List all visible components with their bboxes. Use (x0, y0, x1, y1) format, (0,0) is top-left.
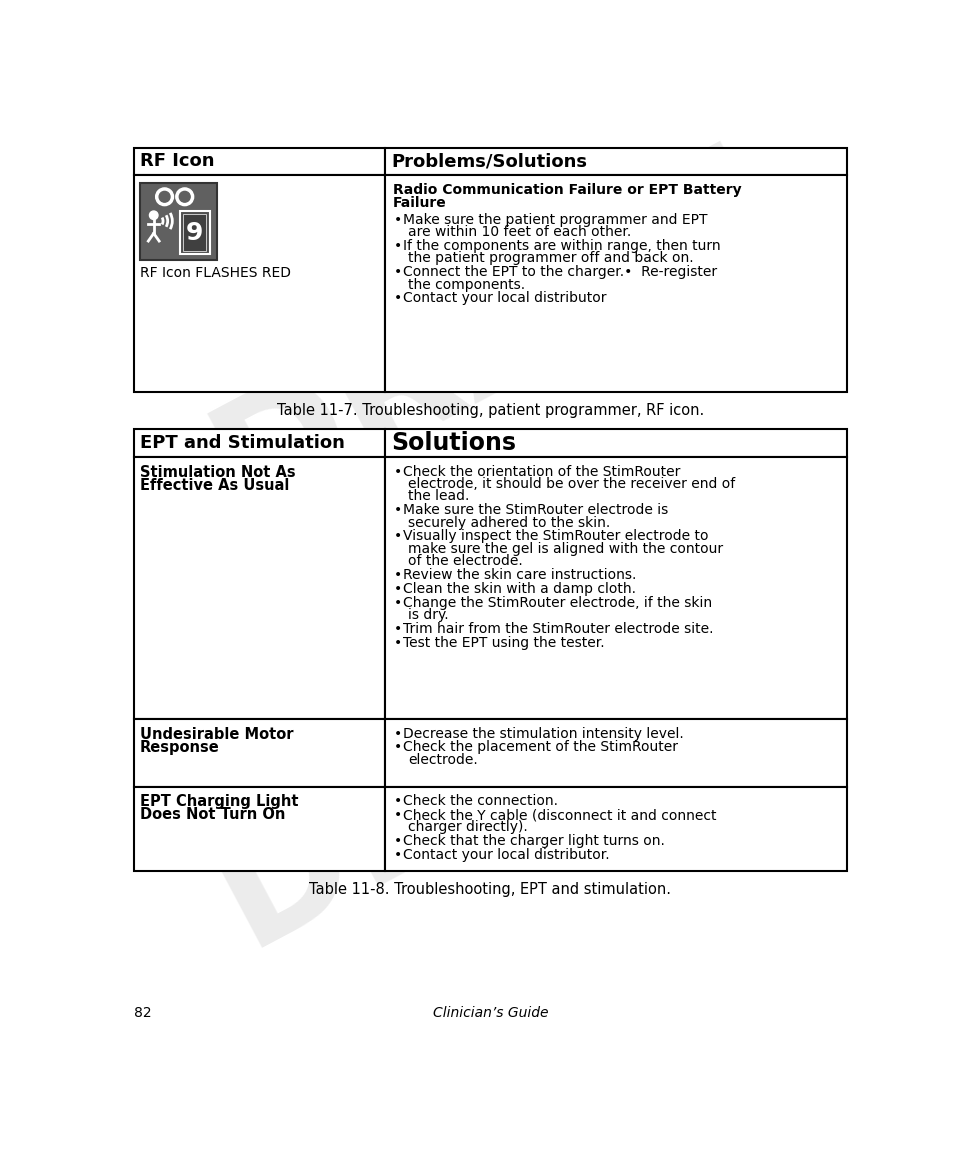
Text: Effective As Usual: Effective As Usual (140, 478, 289, 493)
Text: •: • (394, 239, 402, 253)
Text: Review the skin care instructions.: Review the skin care instructions. (404, 567, 636, 582)
Text: DRAFT: DRAFT (190, 128, 790, 546)
Bar (134, 786, 385, 871)
Text: •: • (394, 503, 402, 517)
Text: •: • (394, 795, 402, 809)
Text: Radio Communication Failure or EPT Battery: Radio Communication Failure or EPT Batte… (392, 183, 742, 197)
Text: •: • (394, 266, 402, 280)
Text: •: • (394, 636, 402, 650)
Text: Does Not Turn On: Does Not Turn On (140, 807, 285, 822)
Text: make sure the gel is aligned with the contour: make sure the gel is aligned with the co… (408, 542, 723, 556)
Text: Contact your local distributor: Contact your local distributor (404, 291, 607, 305)
Text: of the electrode.: of the electrode. (408, 555, 523, 569)
Text: Check the connection.: Check the connection. (404, 795, 559, 809)
Text: Stimulation Not As: Stimulation Not As (140, 465, 296, 480)
Text: •: • (394, 291, 402, 305)
Text: Test the EPT using the tester.: Test the EPT using the tester. (404, 636, 605, 650)
Text: Check the Y cable (disconnect it and connect: Check the Y cable (disconnect it and con… (404, 809, 717, 822)
Text: Clinician’s Guide: Clinician’s Guide (433, 1005, 548, 1019)
Circle shape (159, 191, 170, 203)
Text: EPT and Stimulation: EPT and Stimulation (140, 435, 345, 452)
Text: Check that the charger light turns on.: Check that the charger light turns on. (404, 834, 665, 848)
Bar (385, 175, 847, 393)
Text: Failure: Failure (392, 196, 446, 210)
Bar (183, 214, 207, 250)
Text: Undesirable Motor: Undesirable Motor (140, 727, 293, 742)
Bar (180, 211, 210, 254)
Text: •: • (394, 465, 402, 479)
Bar (134, 457, 385, 719)
Bar (385, 719, 847, 786)
Text: electrode.: electrode. (408, 753, 478, 767)
Text: the lead.: the lead. (408, 489, 470, 503)
Text: •: • (394, 809, 402, 822)
Circle shape (176, 188, 193, 206)
Text: If the components are within range, then turn: If the components are within range, then… (404, 239, 721, 253)
Text: Check the placement of the StimRouter: Check the placement of the StimRouter (404, 741, 679, 755)
Text: •: • (394, 741, 402, 755)
Text: •: • (394, 622, 402, 636)
Text: •: • (394, 727, 402, 741)
Text: •: • (394, 834, 402, 848)
Text: •: • (394, 213, 402, 227)
Text: Table 11-7. Troubleshooting, patient programmer, RF icon.: Table 11-7. Troubleshooting, patient pro… (277, 403, 704, 418)
Text: •: • (394, 529, 402, 543)
Text: are within 10 feet of each other.: are within 10 feet of each other. (408, 225, 632, 239)
Circle shape (156, 188, 173, 206)
Text: DRAFT: DRAFT (190, 559, 790, 976)
Text: •: • (394, 848, 402, 862)
Text: 82: 82 (134, 1005, 151, 1019)
Text: Make sure the patient programmer and EPT: Make sure the patient programmer and EPT (404, 213, 708, 227)
Text: •: • (394, 567, 402, 582)
Text: Make sure the StimRouter electrode is: Make sure the StimRouter electrode is (404, 503, 669, 517)
Text: Decrease the stimulation intensity level.: Decrease the stimulation intensity level… (404, 727, 684, 741)
Text: RF Icon: RF Icon (140, 153, 214, 170)
Text: Visually inspect the StimRouter electrode to: Visually inspect the StimRouter electrod… (404, 529, 709, 543)
Bar (134, 148, 385, 175)
Text: the components.: the components. (408, 277, 525, 291)
Text: charger directly).: charger directly). (408, 820, 528, 834)
Text: Response: Response (140, 740, 219, 755)
Bar (385, 786, 847, 871)
Bar (134, 175, 385, 393)
Bar (385, 148, 847, 175)
Circle shape (149, 211, 158, 219)
Text: securely adhered to the skin.: securely adhered to the skin. (408, 516, 611, 530)
Text: Solutions: Solutions (391, 431, 516, 456)
Text: •: • (394, 581, 402, 595)
Bar (385, 430, 847, 457)
Text: Change the StimRouter electrode, if the skin: Change the StimRouter electrode, if the … (404, 595, 713, 609)
Text: RF Icon FLASHES RED: RF Icon FLASHES RED (140, 266, 291, 280)
Circle shape (179, 191, 190, 203)
Text: •: • (394, 595, 402, 609)
Text: Problems/Solutions: Problems/Solutions (391, 153, 587, 170)
Text: Connect the EPT to the charger.•  Re-register: Connect the EPT to the charger.• Re-regi… (404, 266, 718, 280)
Bar (134, 430, 385, 457)
Text: Clean the skin with a damp cloth.: Clean the skin with a damp cloth. (404, 581, 636, 595)
Text: the patient programmer off and back on.: the patient programmer off and back on. (408, 252, 694, 266)
Text: Contact your local distributor.: Contact your local distributor. (404, 848, 610, 862)
Text: Check the orientation of the StimRouter: Check the orientation of the StimRouter (404, 465, 680, 479)
Text: 9: 9 (186, 220, 204, 245)
Text: EPT Charging Light: EPT Charging Light (140, 795, 299, 810)
Bar (385, 457, 847, 719)
Bar (134, 719, 385, 786)
Bar (140, 183, 217, 260)
Text: Table 11-8. Troubleshooting, EPT and stimulation.: Table 11-8. Troubleshooting, EPT and sti… (309, 882, 672, 897)
Text: Trim hair from the StimRouter electrode site.: Trim hair from the StimRouter electrode … (404, 622, 714, 636)
Text: is dry.: is dry. (408, 608, 449, 622)
Text: electrode, it should be over the receiver end of: electrode, it should be over the receive… (408, 476, 735, 492)
